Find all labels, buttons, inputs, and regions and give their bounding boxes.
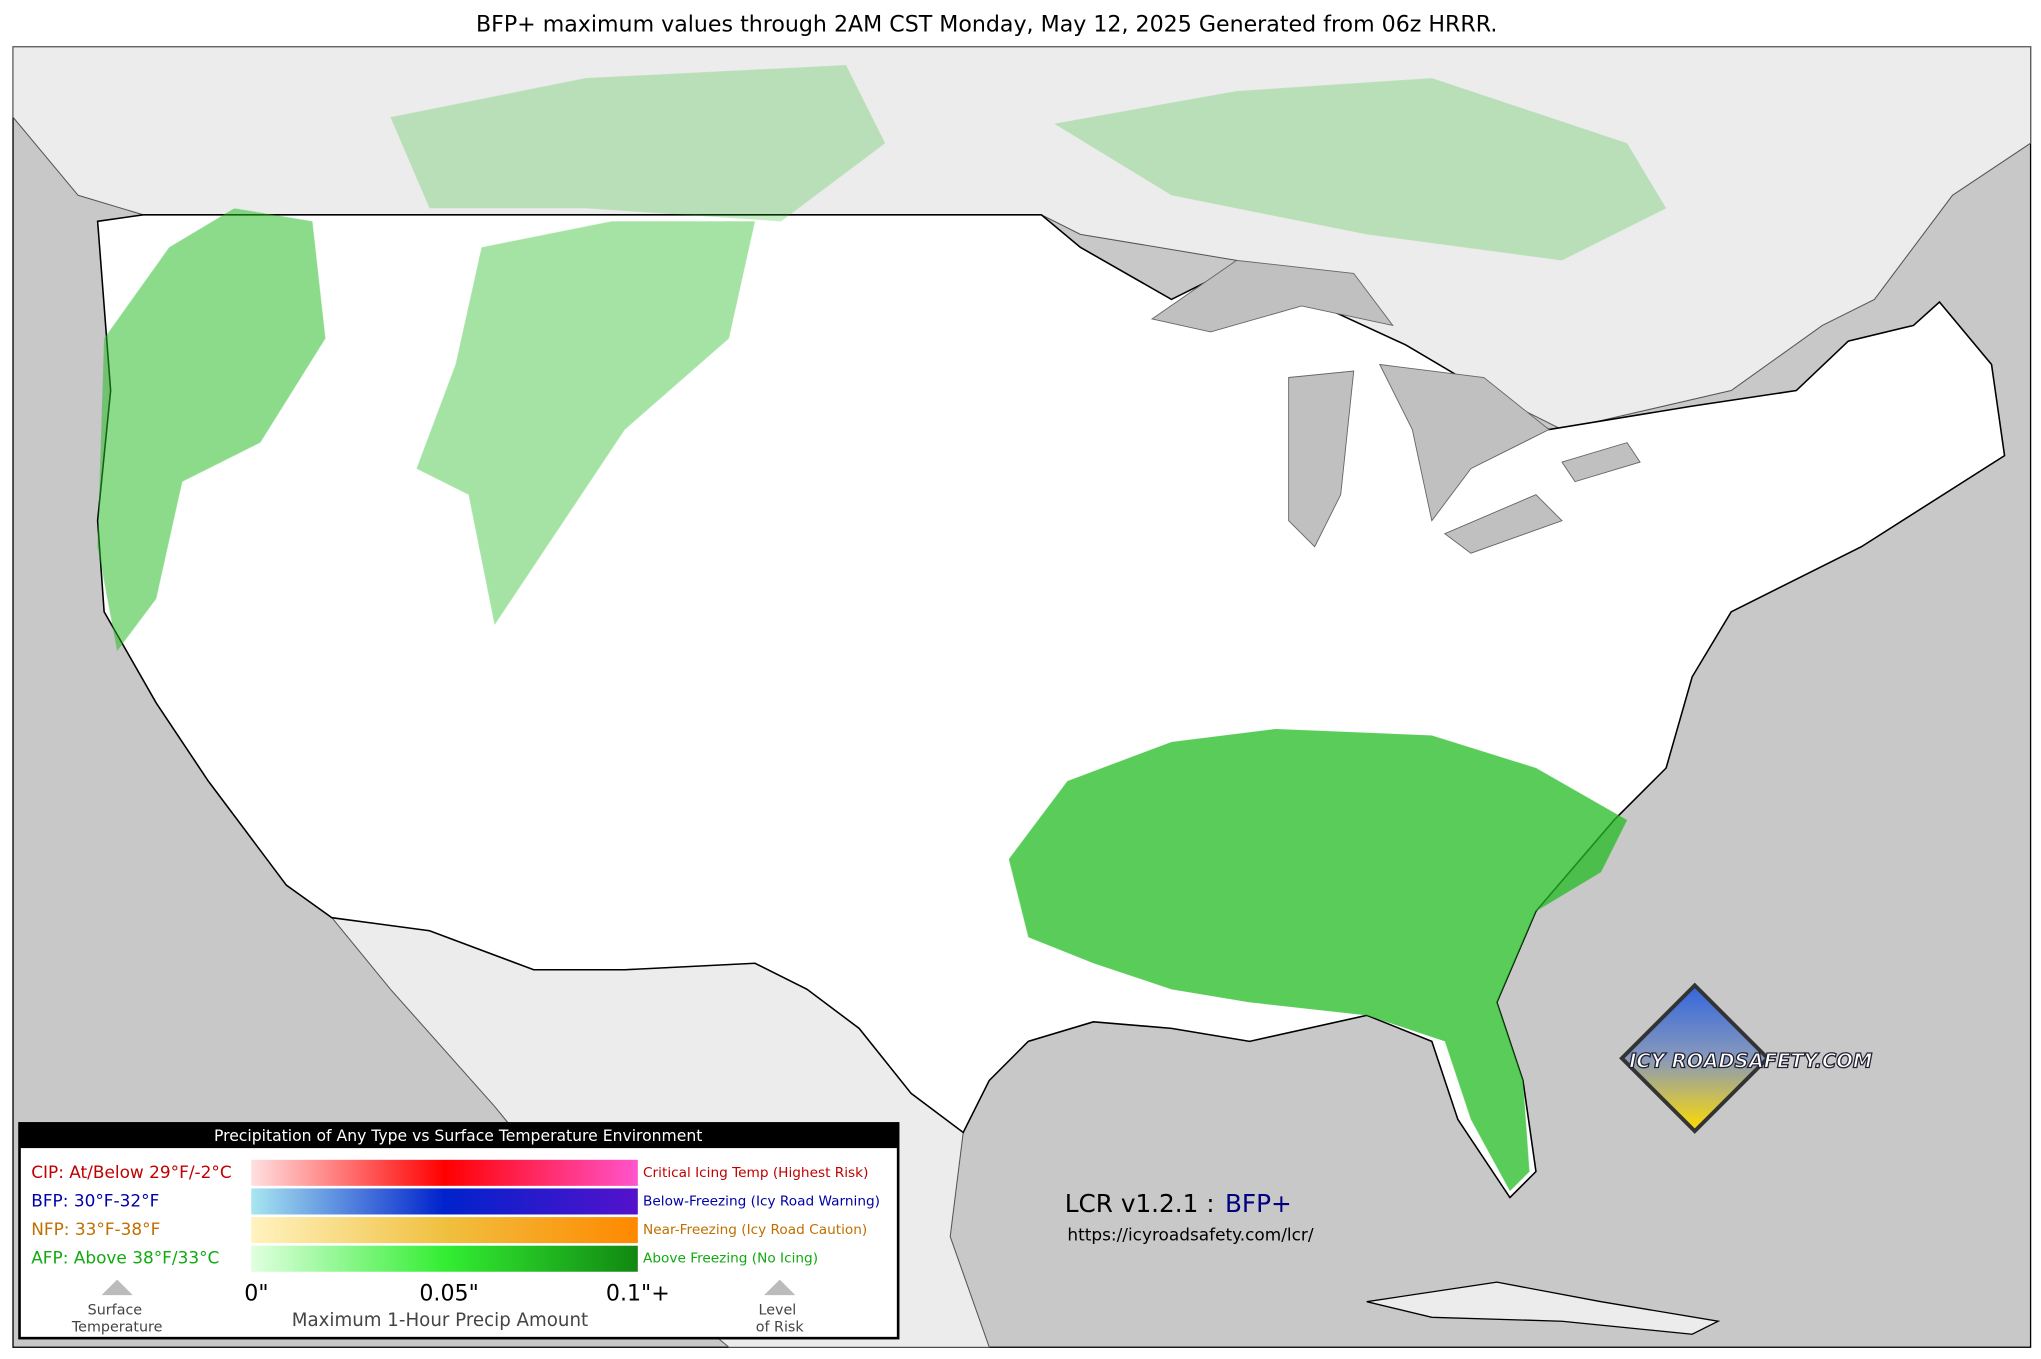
scale-label: 0"	[244, 1280, 268, 1306]
legend-header	[19, 1123, 899, 1149]
right-note: Level of Risk	[756, 1303, 805, 1336]
color-bar	[251, 1217, 638, 1244]
arrow-icon	[101, 1279, 133, 1296]
map-title: BFP+ maximum values through 2AM CST Mond…	[476, 11, 1497, 37]
legend: Precipitation of Any Type vs Surface Tem…	[18, 1122, 900, 1340]
legend-row-label: CIP: At/Below 29°F/-2°C	[31, 1162, 231, 1182]
version-url: https://icyroadsafety.com/lcr/	[1067, 1225, 1313, 1245]
legend-title: Precipitation of Any Type vs Surface Tem…	[214, 1127, 702, 1145]
left-note: Surface Temperature	[71, 1303, 163, 1336]
scale-label: 0.1"+	[606, 1280, 670, 1306]
version-label: LCR v1.2.1 : BFP+	[1065, 1189, 1292, 1218]
legend-row-description: Below-Freezing (Icy Road Warning)	[643, 1193, 880, 1209]
precipitation	[97, 65, 1667, 1192]
scale-title: Maximum 1-Hour Precip Amount	[292, 1310, 588, 1331]
logo: ICY ROADSAFETY.COM	[1619, 982, 1874, 1134]
legend-row-description: Above Freezing (No Icing)	[643, 1251, 818, 1267]
legend-row-label: NFP: 33°F-38°F	[31, 1219, 160, 1239]
scale-label: 0.05"	[419, 1280, 478, 1306]
legend-row-description: Near-Freezing (Icy Road Caution)	[643, 1222, 867, 1238]
cuba	[1366, 1281, 1721, 1335]
logo-text: ICY ROADSAFETY.COM	[1629, 1049, 1873, 1072]
great-lakes	[1150, 259, 1641, 554]
legend-row-label: BFP: 30°F-32°F	[31, 1190, 159, 1210]
color-bar	[251, 1245, 638, 1272]
color-bar	[251, 1159, 638, 1186]
arrow-icon	[764, 1279, 796, 1296]
legend-row-description: Critical Icing Temp (Highest Risk)	[643, 1165, 868, 1181]
color-bar	[251, 1188, 638, 1215]
legend-row-label: AFP: Above 38°F/33°C	[31, 1248, 219, 1268]
united-states	[96, 214, 2006, 1199]
